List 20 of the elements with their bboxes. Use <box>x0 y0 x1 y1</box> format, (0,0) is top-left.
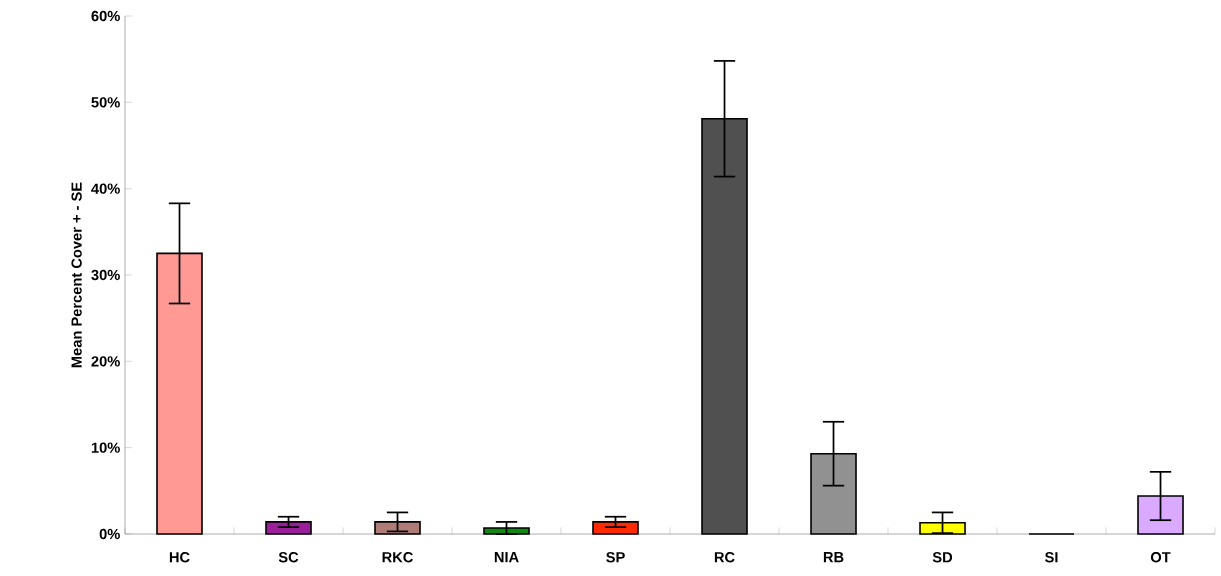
x-tick-label: HC <box>169 552 190 563</box>
x-tick-label: SP <box>606 552 625 563</box>
y-tick-label: 60% <box>91 10 120 22</box>
x-tick-label: RKC <box>382 552 413 563</box>
x-tick-label: NIA <box>494 552 519 563</box>
x-tick-label: OT <box>1150 552 1171 563</box>
x-tick-label: SC <box>278 552 299 563</box>
x-tick-label: SI <box>1045 552 1058 563</box>
y-axis-title: Mean Percent Cover + - SE <box>71 182 82 368</box>
x-tick-label: RB <box>823 552 844 563</box>
y-tick-label: 20% <box>91 356 120 367</box>
bar <box>156 252 203 535</box>
x-tick-label: SD <box>932 552 953 563</box>
y-tick-label: 40% <box>91 183 120 194</box>
bar <box>483 527 530 535</box>
y-tick-label: 50% <box>91 97 120 108</box>
x-tick-label: RC <box>714 552 735 563</box>
y-tick-label: 30% <box>91 269 120 281</box>
y-tick-label: 10% <box>91 442 120 453</box>
y-tick-label: 0% <box>99 528 120 540</box>
